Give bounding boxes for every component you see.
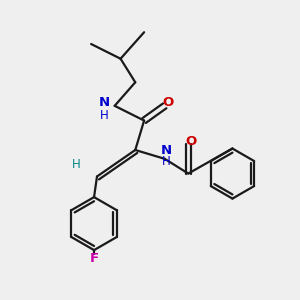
Text: H: H bbox=[100, 109, 109, 122]
Text: N: N bbox=[99, 96, 110, 110]
Text: H: H bbox=[72, 158, 81, 171]
Text: N: N bbox=[160, 144, 172, 157]
Text: F: F bbox=[89, 252, 99, 266]
Text: O: O bbox=[186, 135, 197, 148]
Text: O: O bbox=[162, 96, 173, 110]
Text: H: H bbox=[162, 155, 171, 168]
